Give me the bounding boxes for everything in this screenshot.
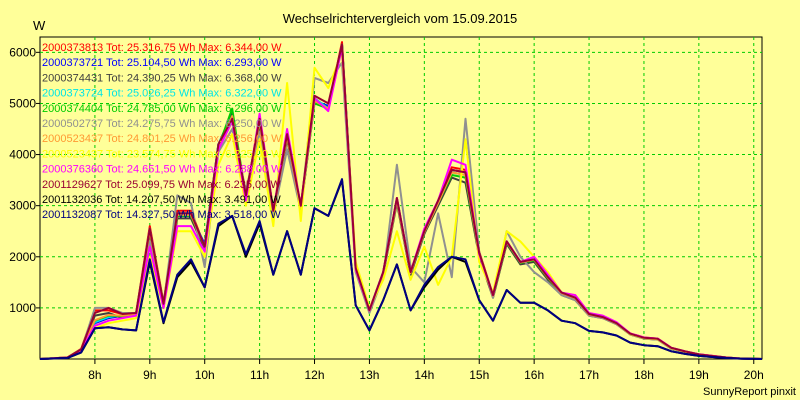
legend-entry-2000523xxx: 2000523437 Tot: 23.574,75 Wh Max: 6.225,… <box>42 148 282 160</box>
x-tick-label: 16h <box>524 368 544 382</box>
legend-entry-2000502737: 2000502737 Tot: 24.275,75 Wh Max: 6.250,… <box>42 118 282 130</box>
x-tick-label: 20h <box>744 368 764 382</box>
x-tick-label: 8h <box>88 368 101 382</box>
series-group <box>39 41 763 360</box>
footer-credit: SunnyReport pinxit <box>703 386 796 398</box>
x-tick-label: 9h <box>143 368 156 382</box>
y-axis-label: W <box>33 18 46 33</box>
series-line-2001132087 <box>39 178 763 360</box>
x-tick-label: 17h <box>579 368 599 382</box>
x-tick-label: 13h <box>359 368 379 382</box>
x-axis: 8h 9h 10h 11h 12h 13h 14h 15h 16h 17h 18h 19h 20h <box>88 359 764 382</box>
y-tick-label: 1000 <box>9 301 36 315</box>
legend-entry-2001132087: 2001132087 Tot: 14.327,50 Wh Max: 3.518,… <box>42 209 281 221</box>
y-tick-label: 3000 <box>9 199 36 213</box>
legend-entry-2000373721: 2000373721 Tot: 25.104,50 Wh Max: 6.293,… <box>42 57 282 69</box>
legend-entry-2000523437: 2000523437 Tot: 24.801,25 Wh Max: 6.256,… <box>42 133 282 145</box>
legend-entry-2000373813: 2000373813 Tot: 25.316,75 Wh Max: 6.344,… <box>42 42 282 54</box>
plot-frame <box>39 36 763 360</box>
y-tick-label: 5000 <box>9 96 36 110</box>
legend-entry-2000374431: 2000374431 Tot: 24.390,25 Wh Max: 6.368,… <box>42 72 282 84</box>
legend-entry-2001129627: 2001129627 Tot: 25.099,75 Wh Max: 6.235,… <box>42 179 281 191</box>
x-tick-label: 15h <box>469 368 489 382</box>
grid <box>40 37 762 359</box>
y-tick-label: 4000 <box>9 148 36 162</box>
chart-title: Wechselrichtervergleich vom 15.09.2015 <box>283 11 518 26</box>
x-tick-label: 14h <box>414 368 434 382</box>
legend-entry-2000376360: 2000376360 Tot: 24.651,50 Wh Max: 6.288,… <box>42 164 282 176</box>
x-tick-label: 19h <box>689 368 709 382</box>
x-tick-label: 11h <box>250 368 269 382</box>
legend-entry-2001132036: 2001132036 Tot: 14.207,50 Wh Max: 3.491,… <box>42 194 281 206</box>
legend: 2000373813 Tot: 25.316,75 Wh Max: 6.344,… <box>42 42 282 221</box>
x-tick-label: 10h <box>195 368 215 382</box>
x-tick-label: 12h <box>305 368 325 382</box>
y-tick-label: 2000 <box>9 250 36 264</box>
legend-entry-2000374404: 2000374404 Tot: 24.785,00 Wh Max: 6.296,… <box>42 103 282 115</box>
legend-entry-2000373724: 2000373724 Tot: 25.026,25 Wh Max: 6.322,… <box>42 88 282 100</box>
y-axis: 1000 2000 3000 4000 5000 6000 <box>9 45 40 315</box>
y-tick-label: 6000 <box>9 45 36 59</box>
series-line-2001129627 <box>39 43 763 360</box>
x-tick-label: 18h <box>634 368 654 382</box>
